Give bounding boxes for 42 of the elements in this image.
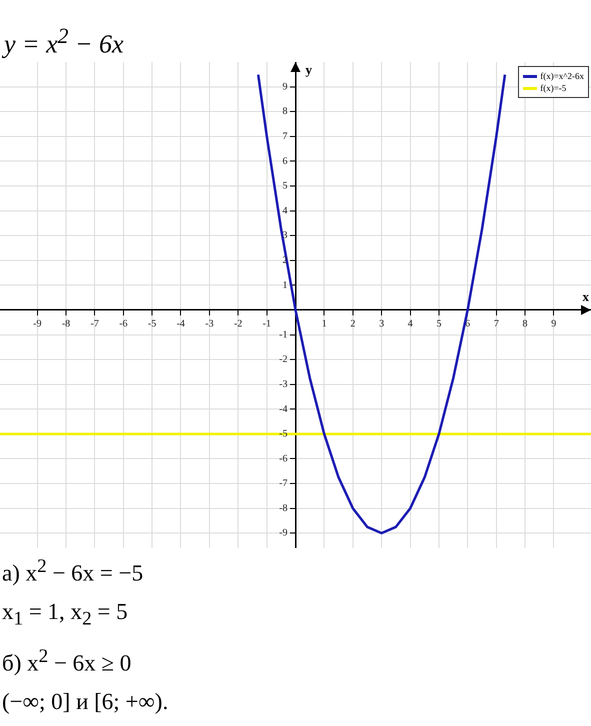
x-axis-title: x — [582, 288, 590, 304]
x-tick-label: -3 — [205, 318, 214, 330]
chart-title: y = x$^{2}$ − 6x — [4, 24, 124, 60]
y-tick-label: -3 — [279, 378, 288, 390]
legend-label: f(x)=x^2-6x — [540, 71, 584, 81]
y-tick-label: 4 — [282, 205, 288, 216]
x-tick-label: 4 — [408, 318, 413, 330]
legend-label: f(x)=-5 — [540, 83, 566, 93]
text: б) x$^{2}$ − 6x ≥ 0 — [2, 645, 132, 678]
x-tick-label: 5 — [436, 318, 442, 330]
y-axis-title: y — [306, 62, 312, 77]
text: а) x$^{2}$ − 6x = −5 — [2, 555, 144, 588]
x-tick-label: 7 — [494, 318, 499, 330]
x-tick-label: -6 — [119, 318, 128, 330]
y-tick-label: -1 — [279, 329, 288, 340]
y-tick-label: -8 — [279, 502, 288, 514]
x-tick-label: 2 — [350, 318, 356, 330]
text: x$_{1}$ = 1, x$_{2}$ = 5 — [2, 598, 129, 632]
y-tick-label: -5 — [279, 428, 288, 440]
y-tick-label: 8 — [282, 106, 288, 118]
x-tick-label: 8 — [522, 318, 528, 330]
x-tick-label: -2 — [234, 318, 242, 330]
y-tick-label: -4 — [279, 404, 288, 415]
x-tick-label: -5 — [148, 318, 156, 330]
x-tick-label: 3 — [379, 318, 384, 330]
x-tick-label: -4 — [176, 318, 185, 330]
x-tick-label: -8 — [62, 318, 70, 330]
y-tick-label: 6 — [282, 156, 288, 167]
y-tick-label: -9 — [279, 528, 288, 539]
x-tick-label: -1 — [262, 318, 271, 330]
x-tick-label: 9 — [551, 318, 556, 330]
x-tick-label: -9 — [33, 318, 42, 330]
y-tick-label: 5 — [282, 180, 288, 192]
y-tick-label: 7 — [282, 131, 288, 142]
text: (−∞; 0] и [6; +∞). — [2, 688, 168, 716]
y-tick-label: -7 — [279, 478, 288, 490]
x-tick-label: -7 — [90, 318, 99, 330]
y-tick-label: -6 — [279, 453, 288, 464]
x-tick-label: 1 — [322, 318, 327, 330]
y-tick-label: 9 — [282, 81, 288, 92]
y-tick-label: -2 — [279, 354, 288, 366]
y-tick-label: 1 — [282, 280, 288, 291]
